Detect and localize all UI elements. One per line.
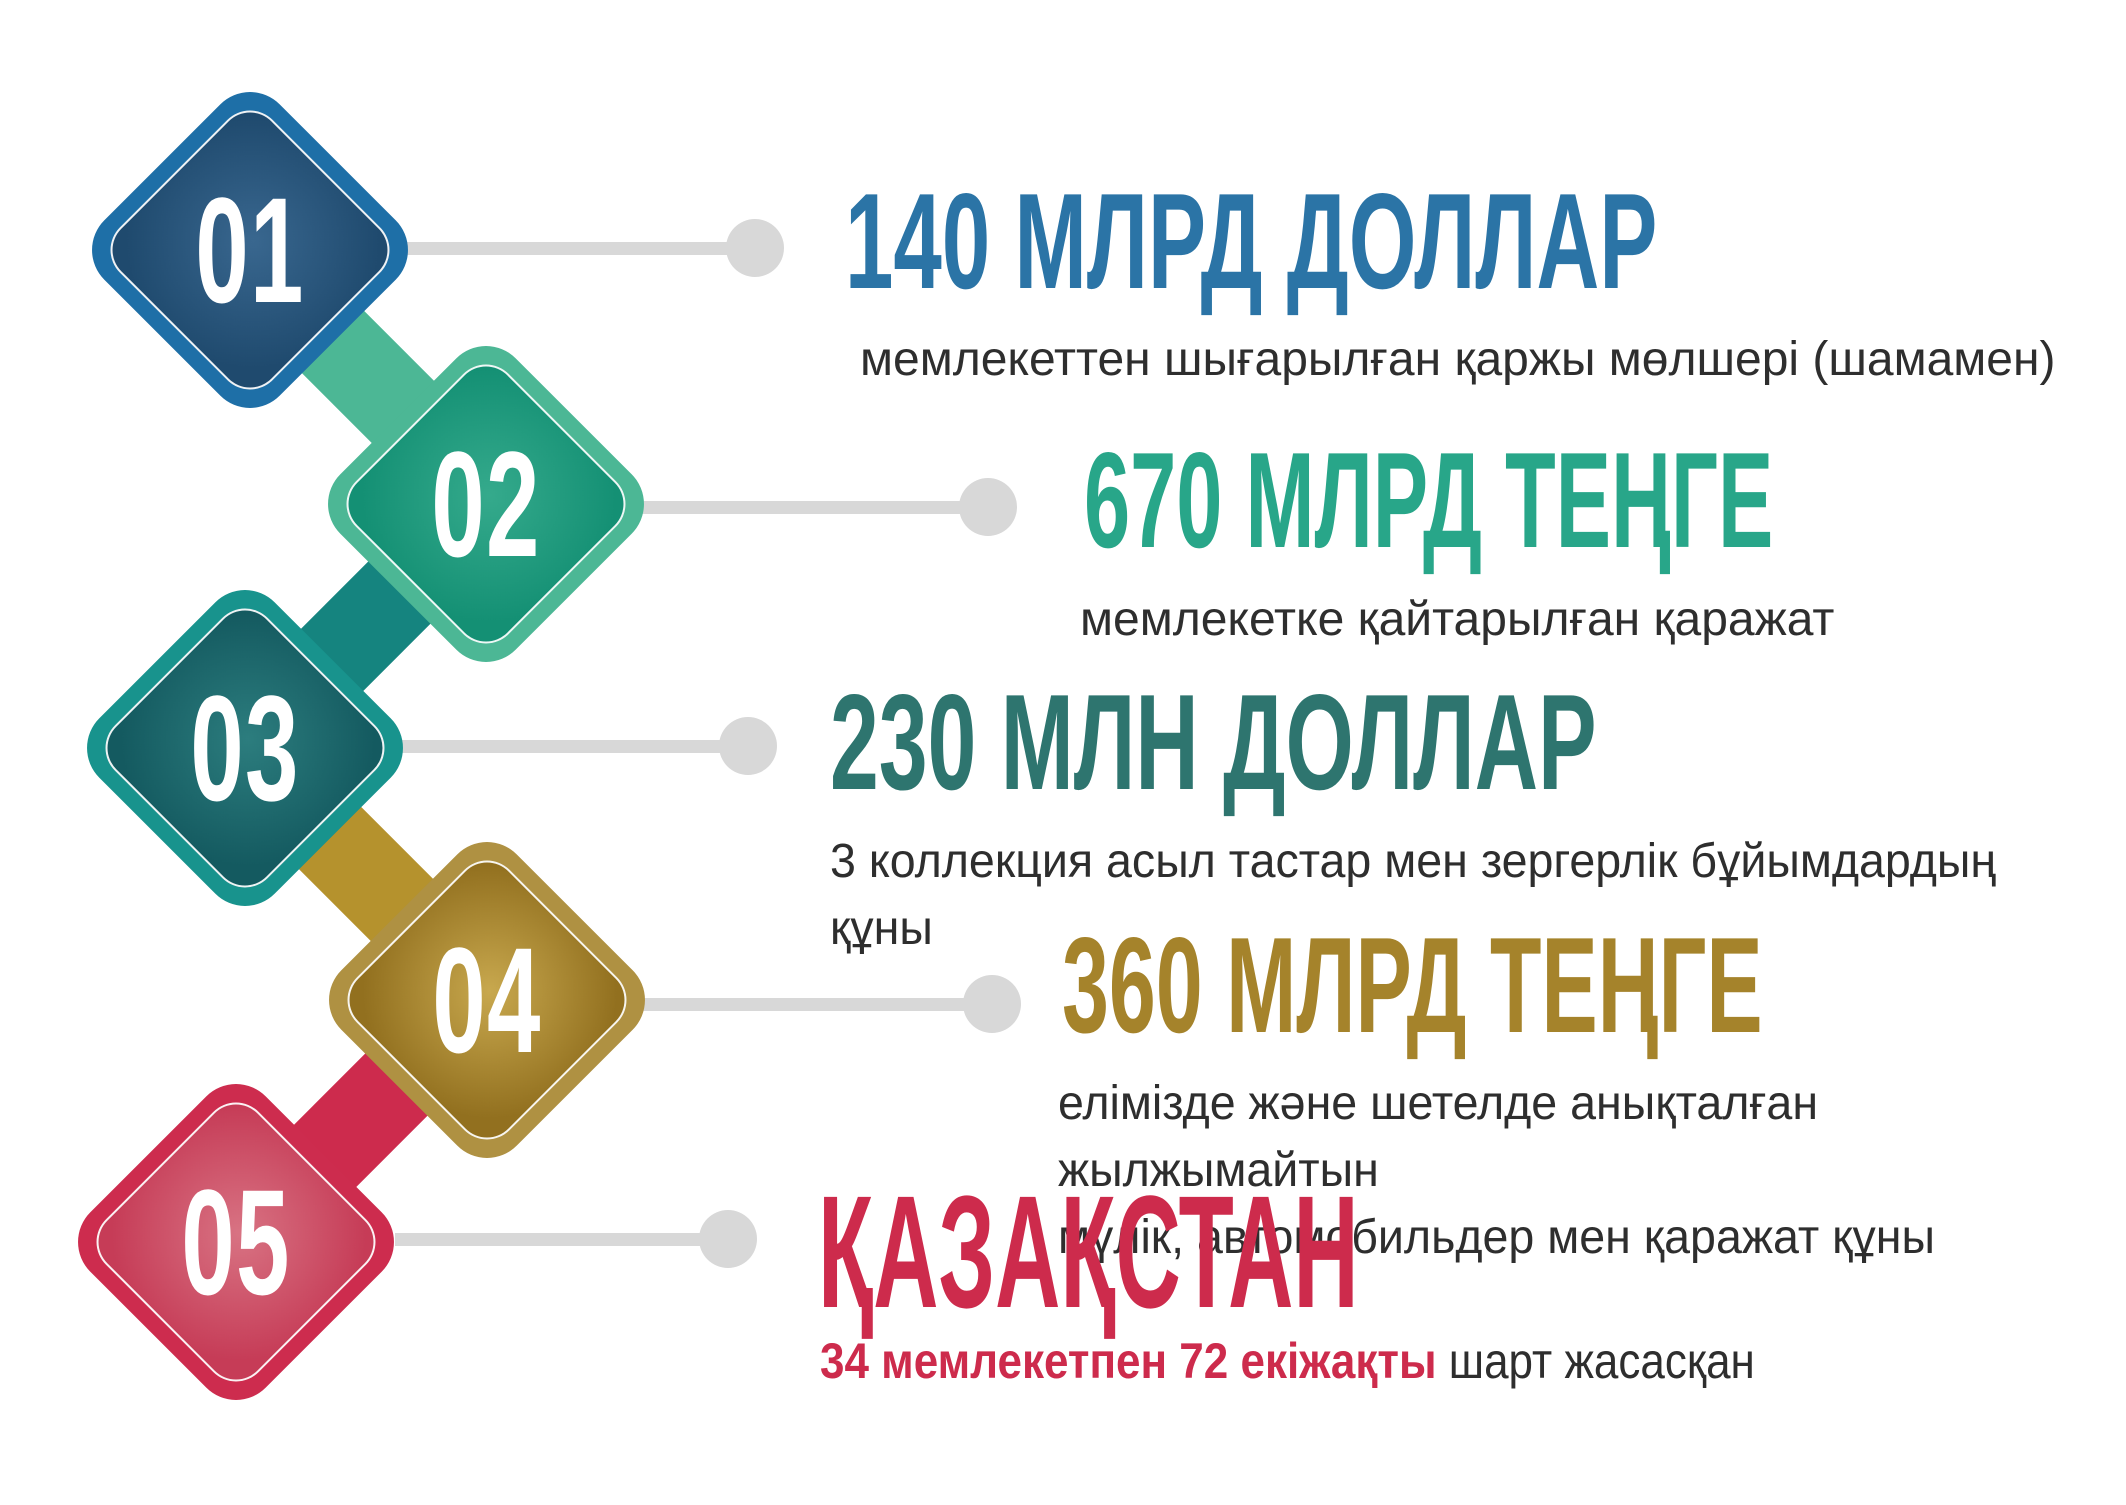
connector-line bbox=[640, 501, 988, 514]
headline-03: 230 МЛН ДОЛЛАР bbox=[830, 666, 1597, 818]
headline-05: ҚАЗАҚСТАН bbox=[818, 1162, 1359, 1341]
connector-line bbox=[400, 242, 755, 255]
step-diamond-02: 02 bbox=[310, 328, 662, 680]
subtitle-02: мемлекетке қайтарылған қаражат bbox=[1080, 593, 1835, 646]
step-diamond-01: 01 bbox=[74, 74, 426, 426]
subtitle-05-rest: шарт жасасқан bbox=[1448, 1333, 1755, 1389]
headline-04: 360 МЛРД ТЕҢГЕ bbox=[1062, 909, 1763, 1061]
subtitle-05: 34 мемлекетпен 72 екіжақты шарт жасасқан bbox=[820, 1326, 1755, 1396]
connector-dot bbox=[699, 1210, 757, 1268]
connector-line bbox=[395, 1233, 728, 1246]
headline-02: 670 МЛРД ТЕҢГЕ bbox=[1084, 424, 1774, 576]
step-number: 03 bbox=[190, 664, 300, 832]
step-number: 01 bbox=[195, 166, 305, 334]
connector-dot bbox=[963, 975, 1021, 1033]
connector-line bbox=[400, 740, 748, 753]
step-number: 02 bbox=[431, 420, 541, 588]
connector-dot bbox=[726, 219, 784, 277]
step-number: 05 bbox=[181, 1158, 291, 1326]
connector-dot bbox=[959, 478, 1017, 536]
step-diamond-03: 03 bbox=[69, 572, 421, 924]
subtitle-04: елімізде және шетелде анықталған жылжыма… bbox=[1058, 1077, 1935, 1265]
subtitle-05-highlight: 34 мемлекетпен 72 екіжақты bbox=[820, 1333, 1437, 1389]
step-number: 04 bbox=[432, 916, 542, 1084]
headline-01: 140 МЛРД ДОЛЛАР bbox=[845, 165, 1658, 317]
step-diamond-04: 04 bbox=[311, 824, 663, 1176]
connector-line bbox=[640, 998, 992, 1011]
subtitle-01: мемлекеттен шығарылған қаржы мөлшері (ша… bbox=[860, 333, 2056, 386]
subtitle-03: 3 коллекция асыл тастар мен зергерлік бұ… bbox=[830, 835, 1997, 956]
connector-dot bbox=[719, 717, 777, 775]
step-diamond-05: 05 bbox=[60, 1066, 412, 1418]
